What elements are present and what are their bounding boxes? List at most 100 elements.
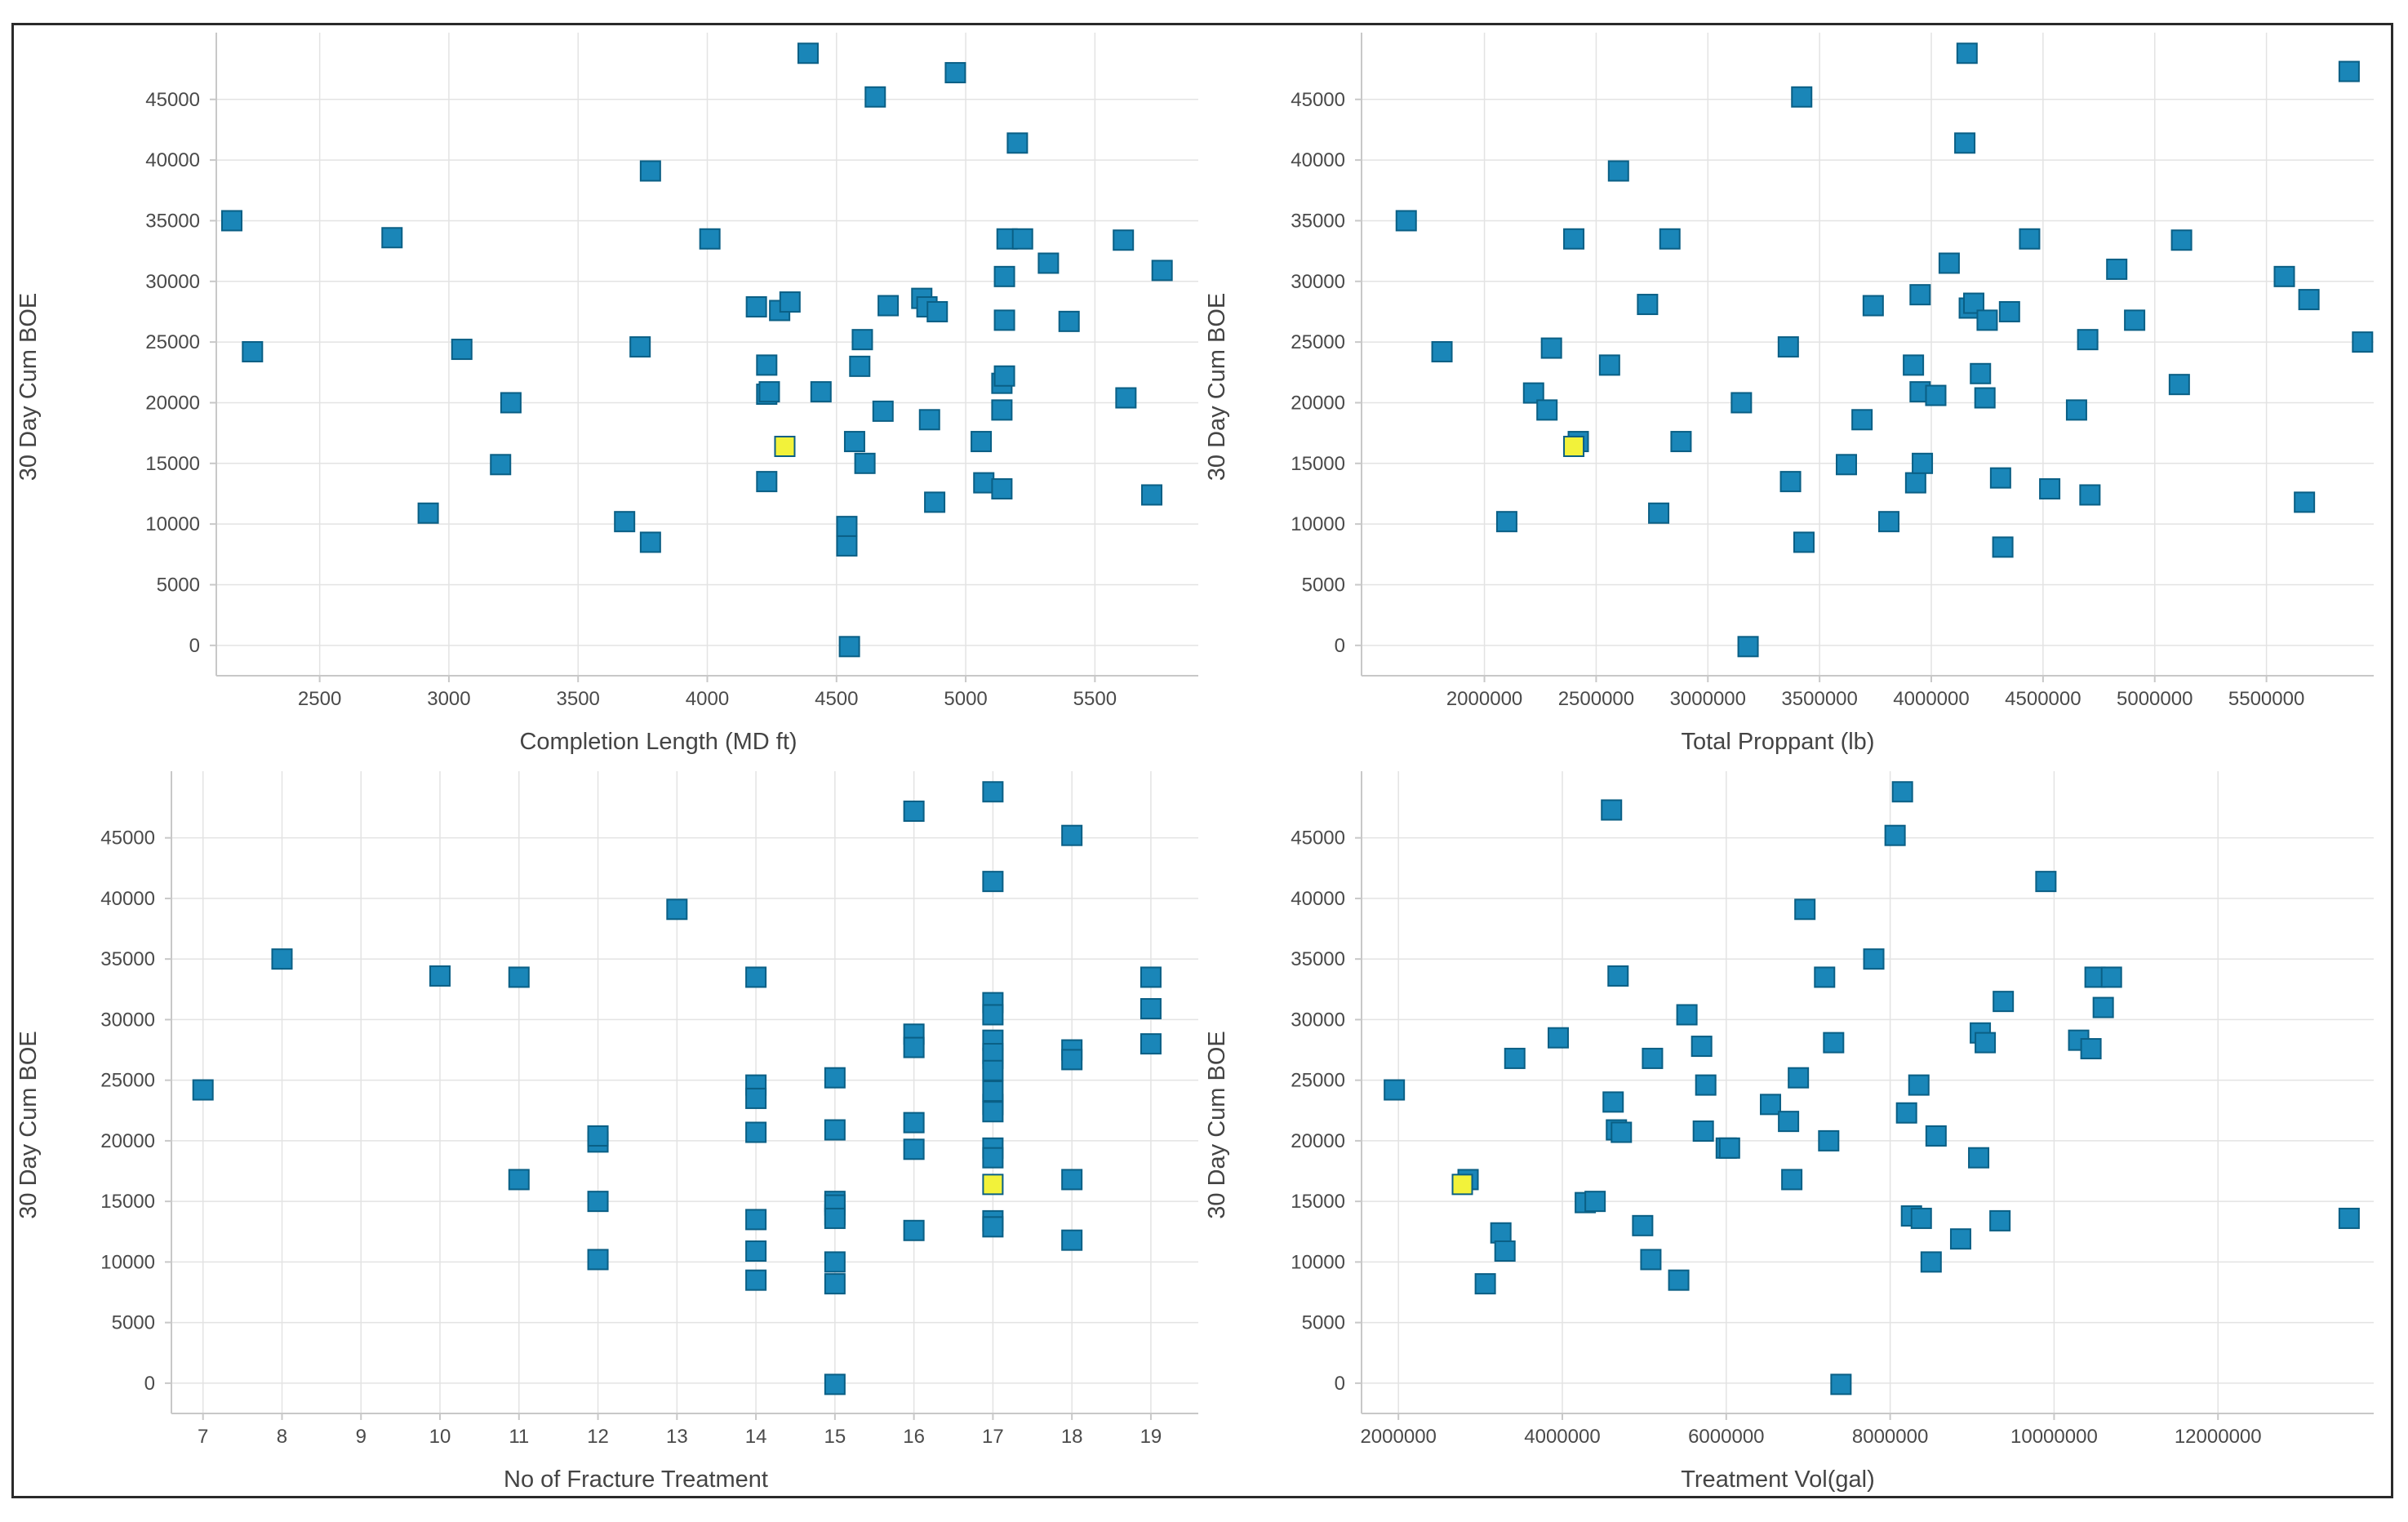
data-point[interactable] bbox=[824, 1119, 846, 1141]
data-point[interactable] bbox=[1938, 252, 1960, 274]
data-point[interactable] bbox=[1601, 799, 1623, 821]
data-point[interactable] bbox=[838, 636, 860, 658]
data-point[interactable] bbox=[629, 336, 651, 358]
data-point[interactable] bbox=[2352, 331, 2374, 353]
data-point[interactable] bbox=[1490, 1222, 1512, 1244]
data-point[interactable] bbox=[1989, 1209, 2011, 1231]
data-point[interactable] bbox=[1737, 636, 1759, 658]
data-point[interactable] bbox=[1061, 1169, 1083, 1191]
data-point[interactable] bbox=[1989, 467, 2011, 489]
data-point[interactable] bbox=[903, 1036, 925, 1058]
data-point[interactable] bbox=[1494, 1240, 1516, 1262]
data-point[interactable] bbox=[918, 409, 940, 431]
data-point[interactable] bbox=[271, 948, 293, 970]
data-point[interactable] bbox=[2035, 871, 2057, 893]
data-point[interactable] bbox=[982, 1216, 1004, 1238]
data-point[interactable] bbox=[1823, 1032, 1845, 1054]
data-point[interactable] bbox=[1006, 132, 1029, 154]
data-point[interactable] bbox=[756, 354, 778, 376]
data-point[interactable] bbox=[779, 291, 801, 313]
data-point[interactable] bbox=[982, 1101, 1004, 1123]
data-point[interactable] bbox=[1925, 384, 1947, 406]
data-point[interactable] bbox=[836, 535, 858, 557]
data-point[interactable] bbox=[1908, 1074, 1930, 1096]
data-point[interactable] bbox=[1718, 1137, 1740, 1159]
data-point[interactable] bbox=[824, 1251, 846, 1273]
data-point[interactable] bbox=[2077, 329, 2099, 351]
data-point[interactable] bbox=[1113, 229, 1135, 251]
data-point[interactable] bbox=[1830, 1373, 1852, 1396]
selected-point[interactable] bbox=[1563, 435, 1585, 457]
data-point[interactable] bbox=[1058, 310, 1080, 332]
selected-point[interactable] bbox=[1451, 1174, 1473, 1196]
data-point[interactable] bbox=[699, 228, 721, 250]
data-point[interactable] bbox=[2294, 491, 2316, 513]
data-point[interactable] bbox=[993, 309, 1015, 331]
data-point[interactable] bbox=[381, 227, 403, 249]
data-point[interactable] bbox=[745, 296, 767, 318]
data-point[interactable] bbox=[982, 871, 1004, 893]
data-point[interactable] bbox=[824, 1273, 846, 1295]
data-point[interactable] bbox=[1563, 228, 1585, 250]
data-point[interactable] bbox=[877, 295, 900, 317]
data-point[interactable] bbox=[1903, 354, 1925, 376]
data-point[interactable] bbox=[1891, 781, 1913, 803]
data-point[interactable] bbox=[1970, 362, 1992, 384]
data-point[interactable] bbox=[1974, 387, 1996, 409]
data-point[interactable] bbox=[1975, 1032, 1997, 1054]
data-point[interactable] bbox=[1904, 472, 1926, 494]
data-point[interactable] bbox=[1141, 484, 1163, 506]
data-point[interactable] bbox=[758, 381, 780, 403]
data-point[interactable] bbox=[1395, 210, 1417, 232]
data-point[interactable] bbox=[220, 210, 242, 232]
data-point[interactable] bbox=[745, 1240, 767, 1262]
data-point[interactable] bbox=[745, 1209, 767, 1231]
data-point[interactable] bbox=[1788, 1067, 1810, 1089]
data-point[interactable] bbox=[1949, 1228, 1971, 1250]
data-point[interactable] bbox=[639, 531, 661, 553]
data-point[interactable] bbox=[2124, 309, 2146, 331]
data-point[interactable] bbox=[490, 454, 512, 476]
data-point[interactable] bbox=[1648, 502, 1670, 524]
data-point[interactable] bbox=[242, 341, 264, 363]
data-point[interactable] bbox=[1474, 1273, 1496, 1295]
data-point[interactable] bbox=[1011, 228, 1033, 250]
data-point[interactable] bbox=[991, 399, 1013, 421]
data-point[interactable] bbox=[1495, 511, 1517, 533]
data-point[interactable] bbox=[926, 300, 949, 322]
data-point[interactable] bbox=[797, 42, 819, 64]
data-point[interactable] bbox=[745, 1269, 767, 1291]
data-point[interactable] bbox=[2106, 258, 2128, 280]
data-point[interactable] bbox=[2338, 1207, 2360, 1229]
data-point[interactable] bbox=[1140, 966, 1162, 988]
data-point[interactable] bbox=[903, 1112, 925, 1134]
data-point[interactable] bbox=[1992, 536, 2014, 558]
data-point[interactable] bbox=[991, 478, 1013, 500]
data-point[interactable] bbox=[1793, 531, 1815, 553]
data-point[interactable] bbox=[1884, 824, 1906, 846]
data-point[interactable] bbox=[1642, 1047, 1664, 1069]
data-point[interactable] bbox=[1976, 309, 1998, 331]
data-point[interactable] bbox=[1968, 1147, 1990, 1169]
data-point[interactable] bbox=[1692, 1120, 1714, 1143]
data-point[interactable] bbox=[1547, 1027, 1569, 1049]
data-point[interactable] bbox=[1851, 409, 1873, 431]
data-point[interactable] bbox=[500, 392, 522, 414]
data-point[interactable] bbox=[1791, 86, 1813, 108]
data-point[interactable] bbox=[864, 86, 886, 108]
data-point[interactable] bbox=[854, 452, 876, 474]
data-point[interactable] bbox=[1910, 1207, 1932, 1229]
data-point[interactable] bbox=[903, 1219, 925, 1241]
data-point[interactable] bbox=[1607, 965, 1629, 987]
data-point[interactable] bbox=[1760, 1094, 1782, 1116]
data-point[interactable] bbox=[1632, 1214, 1654, 1236]
data-point[interactable] bbox=[1151, 260, 1173, 282]
data-point[interactable] bbox=[836, 516, 858, 538]
data-point[interactable] bbox=[1140, 998, 1162, 1020]
data-point[interactable] bbox=[2338, 60, 2360, 82]
data-point[interactable] bbox=[745, 1087, 767, 1109]
data-point[interactable] bbox=[1061, 1229, 1083, 1251]
data-point[interactable] bbox=[1431, 341, 1453, 363]
data-point[interactable] bbox=[417, 502, 439, 524]
data-point[interactable] bbox=[666, 899, 688, 921]
